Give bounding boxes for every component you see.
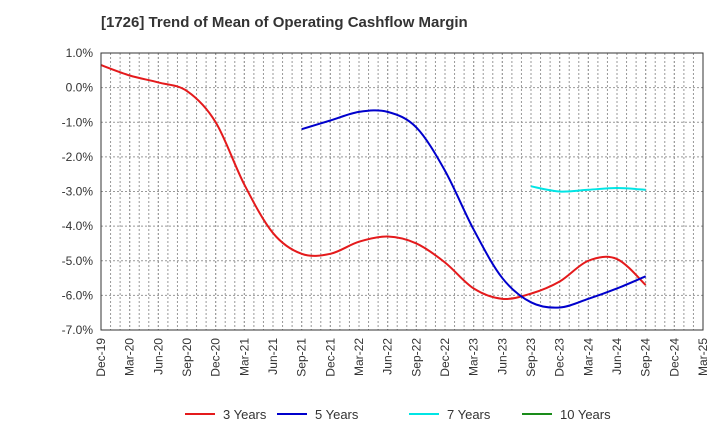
series-line-5-years: [301, 109, 647, 309]
x-tick-label: Mar-22: [352, 338, 366, 376]
x-tick-label: Jun-24: [610, 338, 624, 375]
y-tick-label: -1.0%: [62, 115, 94, 129]
y-tick-label: 1.0%: [66, 46, 94, 60]
x-tick-label: Dec-20: [209, 338, 223, 377]
legend-label-3-years: 3 Years: [223, 407, 267, 422]
x-tick-label: Mar-23: [467, 338, 481, 376]
x-tick-label: Dec-23: [553, 338, 567, 377]
x-tick-label: Mar-21: [237, 338, 251, 376]
x-tick-label: Mar-20: [123, 338, 137, 376]
x-tick-label: Dec-22: [438, 338, 452, 377]
y-tick-label: -5.0%: [62, 254, 94, 268]
y-tick-label: -4.0%: [62, 219, 94, 233]
legend-layer: 3 Years 5 Years 7 Years 10 Years: [185, 407, 611, 422]
y-tick-label: -7.0%: [62, 323, 94, 337]
x-tick-label: Mar-24: [581, 338, 595, 376]
x-tick-label: Sep-21: [295, 338, 309, 377]
series-layer: [100, 64, 647, 309]
y-tick-label: -6.0%: [62, 288, 94, 302]
plot-frame: [100, 52, 704, 331]
x-tick-label: Jun-20: [151, 338, 165, 375]
legend-label-10-years: 10 Years: [560, 407, 611, 422]
axis-layer: 1.0% 0.0% -1.0% -2.0% -3.0% -4.0% -5.0% -6.0% -7…: [62, 46, 710, 377]
x-tick-label: Mar-25: [696, 338, 710, 376]
x-tick-label: Jun-23: [495, 338, 509, 375]
y-tick-label: -2.0%: [62, 150, 94, 164]
legend-label-7-years: 7 Years: [447, 407, 491, 422]
series-line-7-years: [530, 185, 646, 193]
legend-label-5-years: 5 Years: [315, 407, 359, 422]
y-tick-label: -3.0%: [62, 185, 94, 199]
chart-title: [1726] Trend of Mean of Operating Cashfl…: [101, 14, 468, 31]
x-tick-label: Sep-22: [409, 338, 423, 377]
x-tick-label: Jun-21: [266, 338, 280, 375]
x-tick-label: Dec-19: [94, 338, 108, 377]
x-tick-label: Jun-22: [381, 338, 395, 375]
x-tick-label: Dec-21: [323, 338, 337, 377]
x-tick-label: Dec-24: [667, 338, 681, 377]
series-line-3-years: [100, 64, 647, 300]
x-tick-label: Sep-24: [639, 338, 653, 377]
x-tick-label: Sep-23: [524, 338, 538, 377]
y-tick-label: 0.0%: [66, 81, 94, 95]
x-tick-label: Sep-20: [180, 338, 194, 377]
